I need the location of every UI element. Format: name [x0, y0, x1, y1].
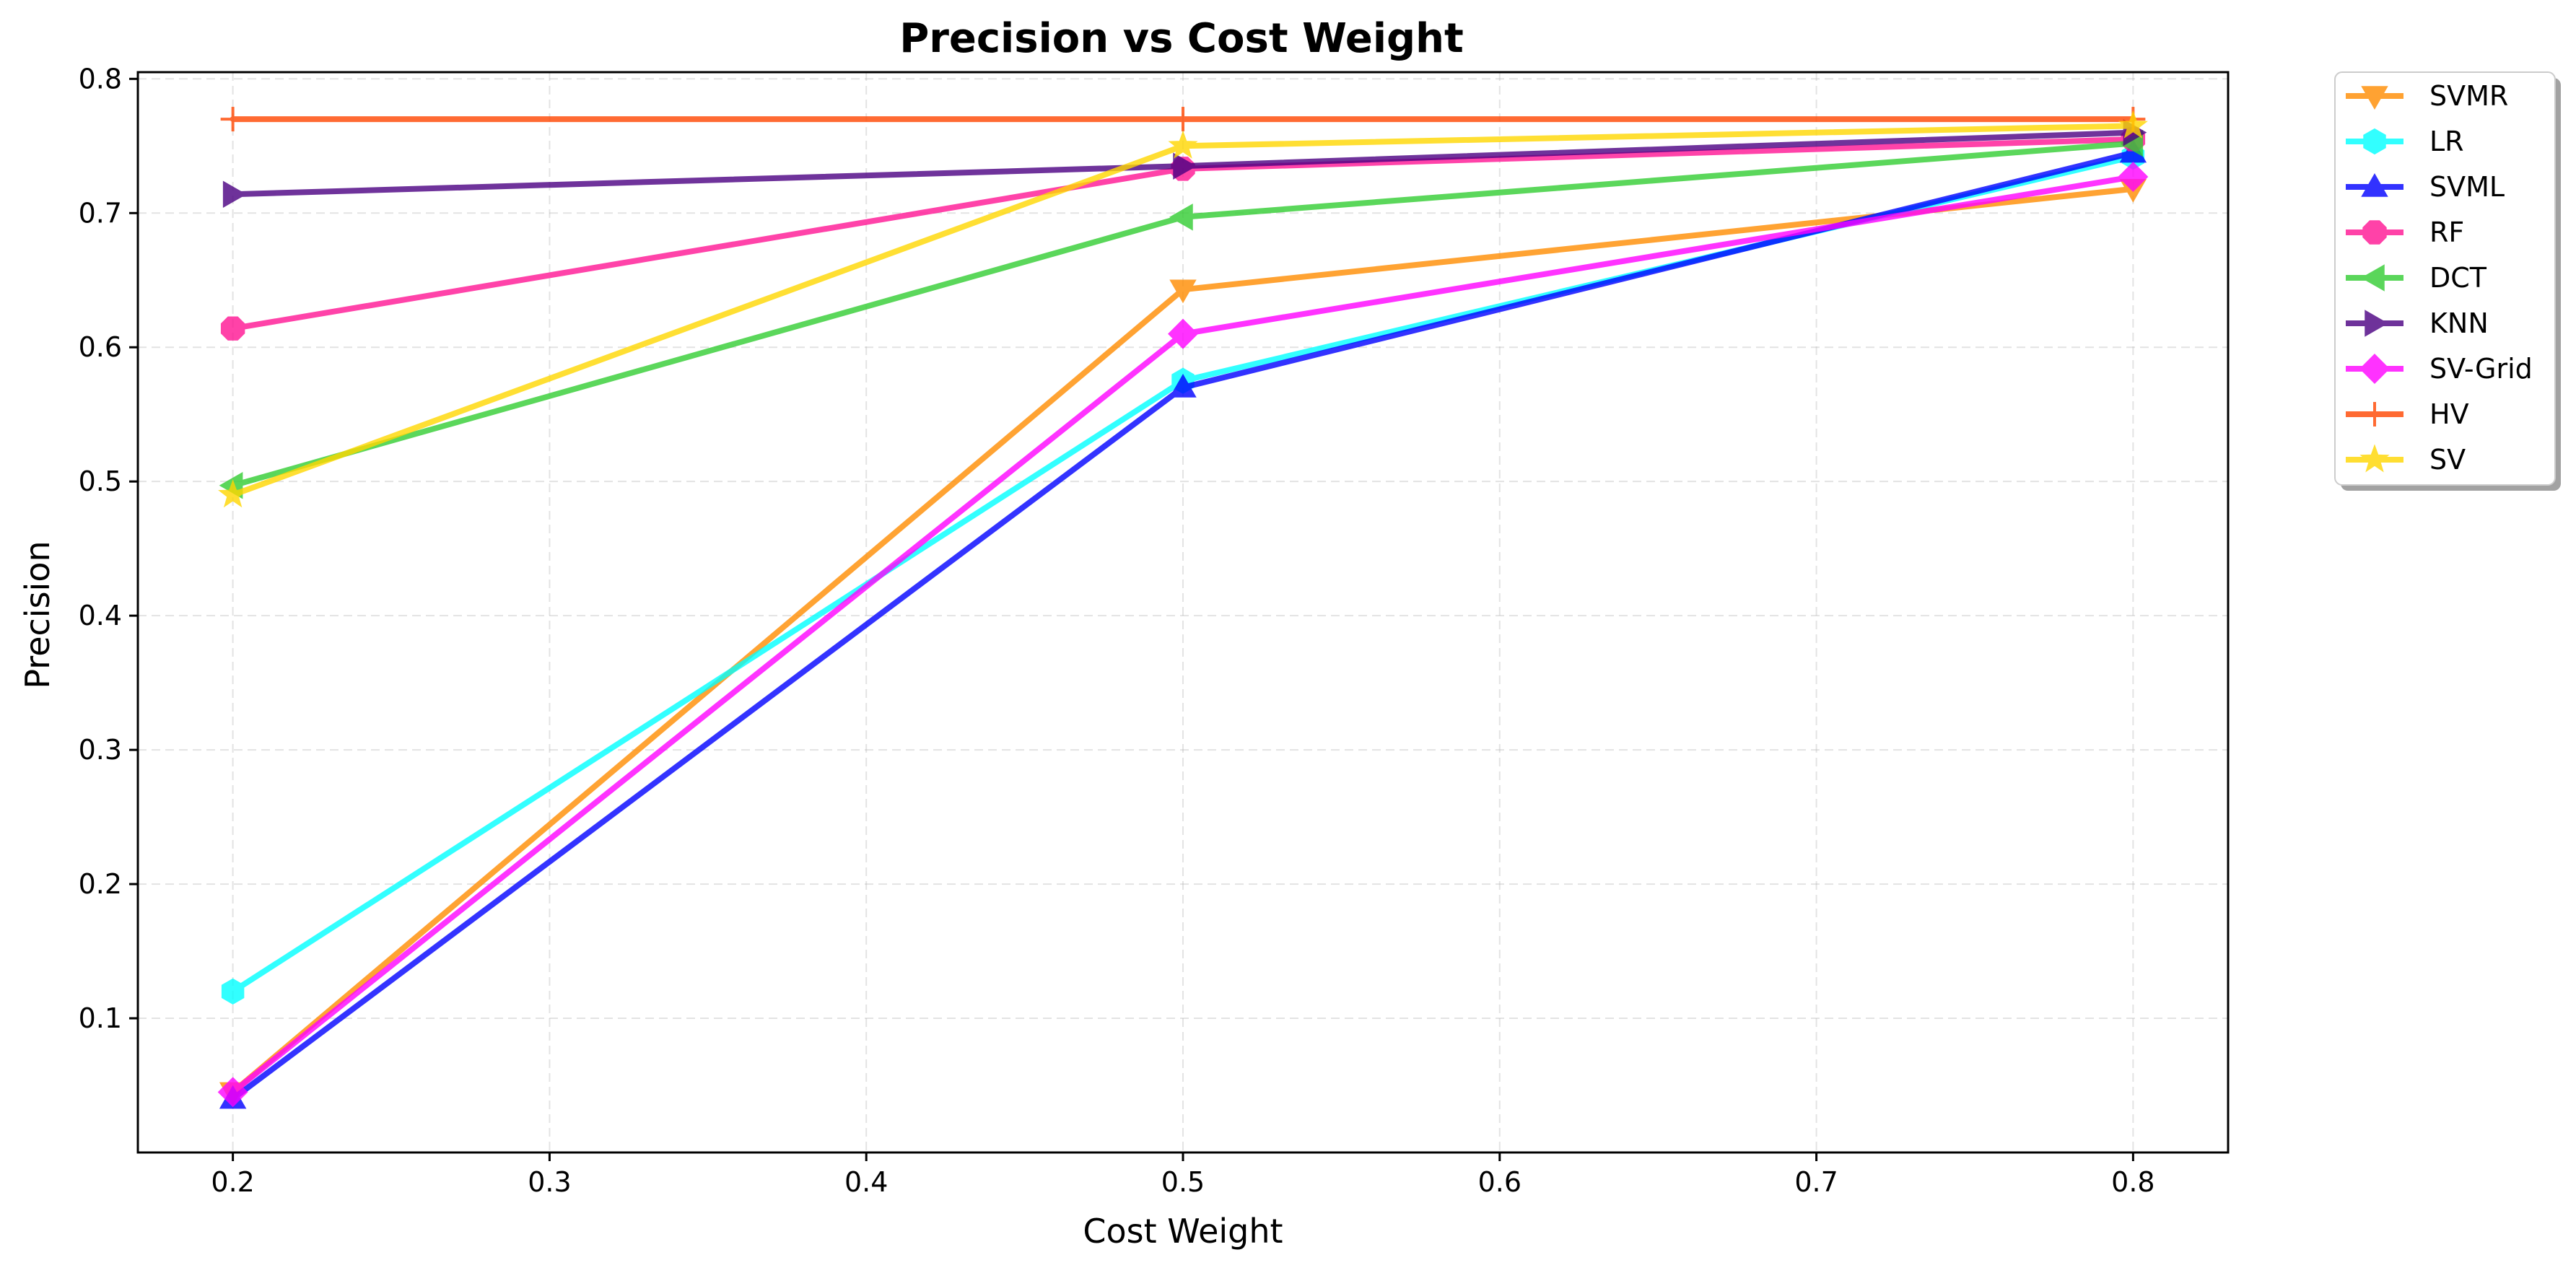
y-tick-label: 0.7 [79, 197, 122, 229]
data-point-marker [220, 107, 245, 132]
legend-swatch [2346, 444, 2403, 473]
data-point-marker [2362, 402, 2387, 426]
legend-swatch [2346, 402, 2403, 426]
x-tick-label: 0.7 [1794, 1166, 1838, 1198]
legend-swatch [2346, 172, 2403, 197]
legend-label: SVMR [2429, 80, 2508, 112]
legend-swatch [2346, 310, 2403, 337]
grid-layer [138, 72, 2228, 1152]
chart-title: Precision vs Cost Weight [899, 15, 1464, 62]
legend-label: SVML [2429, 171, 2505, 203]
data-point-marker [1173, 152, 1197, 180]
legend-label: KNN [2429, 307, 2489, 339]
data-point-marker [2359, 444, 2390, 473]
legend-item: KNN [2346, 307, 2489, 339]
series-sv-grid [217, 162, 2149, 1108]
data-point-marker [222, 180, 247, 208]
legend-swatch [2346, 220, 2403, 245]
series-sv [218, 110, 2148, 508]
legend: SVMR LR SVML RF DCT KNN SV-Grid HV SV [2334, 71, 2561, 491]
x-tick-label: 0.8 [2111, 1166, 2154, 1198]
x-tick-label: 0.4 [844, 1166, 888, 1198]
x-tick-label: 0.6 [1478, 1166, 1521, 1198]
x-axis-label: Cost Weight [1083, 1212, 1283, 1251]
legend-item: RF [2346, 216, 2464, 248]
legend-swatch [2346, 128, 2403, 155]
y-axis-label: Precision [18, 541, 57, 688]
y-tick-label: 0.3 [79, 734, 122, 766]
legend-label: RF [2429, 216, 2464, 248]
data-point-marker [1169, 204, 1193, 231]
data-point-marker [1171, 107, 1195, 132]
legend-swatch [2346, 354, 2403, 384]
x-tick-label: 0.3 [528, 1166, 571, 1198]
legend-item: SV-Grid [2346, 353, 2533, 385]
legend-label: DCT [2429, 262, 2487, 294]
data-point-marker [1169, 279, 1197, 304]
data-point-marker [221, 978, 245, 1005]
data-point-marker [1168, 130, 1198, 159]
data-point-marker [1168, 318, 1198, 349]
legend-swatch [2346, 264, 2403, 292]
data-point-marker [1169, 373, 1197, 398]
legend-items: SVMR LR SVML RF DCT KNN SV-Grid HV SV [2346, 80, 2533, 476]
data-point-marker [2118, 110, 2148, 139]
legend-label: HV [2429, 398, 2469, 430]
data-point-marker [2363, 128, 2386, 155]
data-point-marker [217, 1077, 248, 1108]
y-tick-label: 0.8 [79, 63, 122, 95]
y-tick-label: 0.6 [79, 331, 122, 363]
legend-swatch [2346, 86, 2403, 110]
data-point-marker [218, 479, 248, 508]
data-point-marker [2361, 172, 2388, 197]
data-point-marker [2362, 220, 2387, 245]
data-point-marker [2365, 310, 2389, 337]
tick-layer: 0.2 0.3 0.4 0.5 0.6 0.7 0.8 0.1 0.2 0.3 0.4 0.5 0.6 0… [79, 63, 2155, 1198]
legend-label: LR [2429, 126, 2464, 157]
legend-label: SV [2429, 444, 2466, 476]
legend-item: SVMR [2346, 80, 2508, 112]
series-layer [217, 107, 2149, 1109]
legend-item: DCT [2346, 262, 2487, 294]
data-point-marker [2359, 354, 2390, 384]
y-tick-label: 0.2 [79, 868, 122, 900]
data-point-marker [220, 316, 245, 341]
data-point-marker [2118, 162, 2149, 193]
legend-label: SV-Grid [2429, 353, 2533, 385]
y-tick-label: 0.4 [79, 600, 122, 631]
legend-item: HV [2346, 398, 2469, 430]
x-tick-label: 0.2 [211, 1166, 254, 1198]
legend-item: LR [2346, 126, 2464, 157]
data-point-marker [2360, 264, 2385, 292]
legend-item: SV [2346, 444, 2466, 476]
data-point-marker [2361, 86, 2388, 110]
y-tick-label: 0.5 [79, 465, 122, 497]
legend-box [2334, 71, 2556, 486]
x-tick-label: 0.5 [1161, 1166, 1205, 1198]
y-tick-label: 0.1 [79, 1002, 122, 1034]
legend-item: SVML [2346, 171, 2505, 203]
